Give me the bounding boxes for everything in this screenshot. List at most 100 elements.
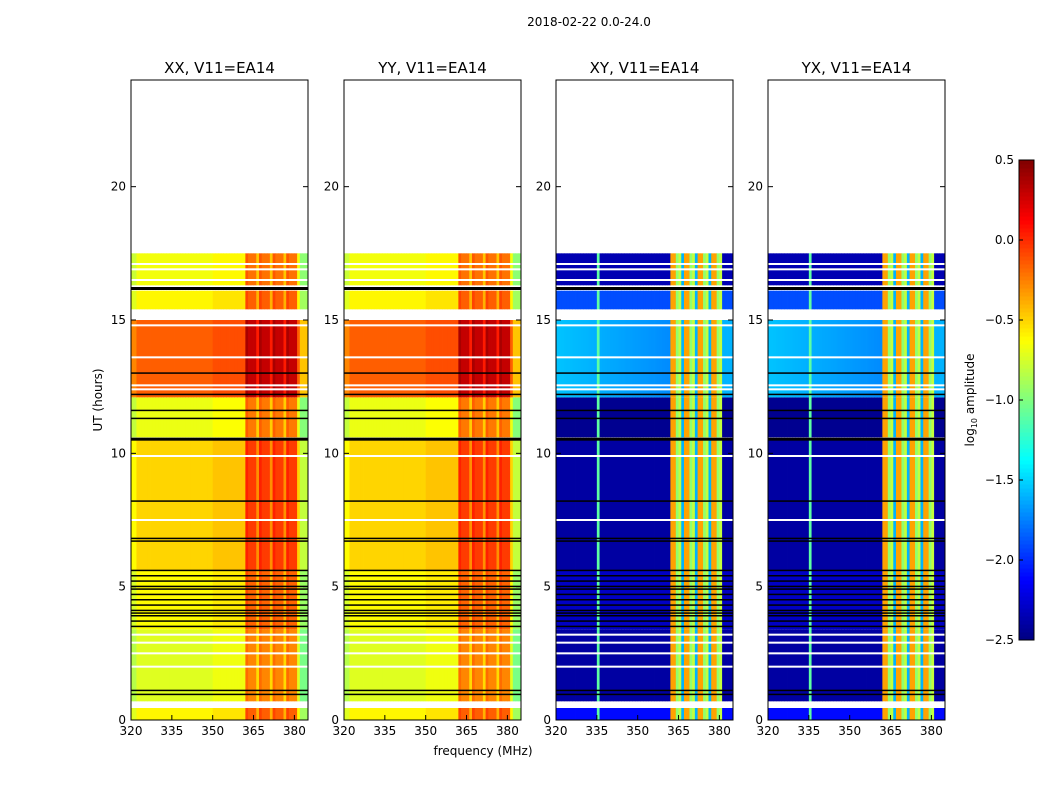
heatmap-cell: [436, 440, 440, 571]
heatmap-cell: [431, 320, 435, 398]
heatmap-cell: [376, 397, 380, 438]
heatmap-cell: [594, 320, 598, 398]
heatmap-cell: [406, 708, 410, 720]
heatmap-cell: [283, 397, 287, 438]
heatmap-cell: [719, 629, 723, 702]
heatmap-cell: [640, 397, 644, 438]
flagged-row-white: [556, 388, 733, 391]
heatmap-cell: [305, 290, 309, 310]
heatmap-cell: [177, 397, 181, 438]
heatmap-cell: [656, 708, 660, 720]
heatmap-cell: [871, 397, 875, 438]
heatmap-cell: [439, 290, 443, 310]
heatmap-cell: [855, 397, 859, 438]
heatmap-cell: [373, 629, 378, 702]
heatmap-cell: [637, 397, 641, 438]
heatmap-cell: [452, 320, 457, 398]
heatmap-cell: [360, 397, 364, 438]
heatmap-cell: [939, 397, 943, 438]
heatmap-cell: [795, 440, 799, 571]
heatmap-cell: [193, 440, 197, 571]
heatmap-cell: [409, 708, 413, 720]
heatmap-cell: [387, 629, 391, 702]
heatmap-cell: [613, 397, 617, 438]
heatmap-cell: [664, 440, 669, 571]
heatmap-cell: [909, 320, 913, 398]
heatmap-cell: [253, 320, 257, 398]
heatmap-cell: [163, 397, 167, 438]
heatmap-cell: [662, 320, 666, 398]
heatmap-cell: [425, 397, 429, 438]
heatmap-cell: [518, 397, 522, 438]
flagged-row-white: [131, 384, 308, 387]
heatmap-cell: [193, 397, 197, 438]
heatmap-cell: [931, 708, 935, 720]
colorbar-swatch: [1019, 564, 1034, 569]
flagged-row-white: [556, 519, 733, 521]
heatmap-cell: [711, 440, 715, 571]
heatmap-cell: [360, 320, 364, 398]
heatmap-cell: [382, 290, 386, 310]
flagged-row-black: [768, 500, 945, 502]
heatmap-cell: [215, 290, 219, 310]
heatmap-cell: [838, 290, 842, 310]
flagged-row-black: [556, 537, 733, 540]
heatmap-cell: [605, 629, 609, 702]
heatmap-cell: [645, 708, 649, 720]
heatmap-cell: [395, 397, 399, 438]
heatmap-cell: [496, 397, 500, 438]
heatmap-cell: [915, 290, 919, 310]
heatmap-cell: [496, 440, 500, 571]
heatmap-cell: [512, 290, 516, 310]
colorbar-swatch: [1019, 196, 1034, 201]
heatmap-cell: [615, 290, 620, 310]
heatmap-cell: [656, 629, 660, 702]
heatmap-cell: [507, 320, 511, 398]
heatmap-cell: [160, 440, 165, 571]
heatmap-cell: [722, 290, 726, 310]
heatmap-cell: [844, 290, 848, 310]
heatmap-cell: [803, 290, 807, 310]
heatmap-cell: [564, 397, 568, 438]
heatmap-cell: [352, 629, 356, 702]
heatmap-cell: [692, 290, 696, 310]
heatmap-cell: [716, 708, 720, 720]
heatmap-cell: [670, 440, 674, 571]
heatmap-cell: [594, 397, 598, 438]
flagged-row-black: [344, 575, 521, 577]
heatmap-cell: [580, 629, 584, 702]
heatmap-cell: [806, 440, 810, 571]
heatmap-cell: [261, 290, 265, 310]
heatmap-cell: [711, 629, 715, 702]
heatmap-cell: [493, 708, 497, 720]
colorbar-swatch: [1019, 276, 1034, 281]
heatmap-cell: [278, 708, 282, 720]
heatmap-cell: [466, 440, 470, 571]
heatmap-cell: [585, 708, 590, 720]
heatmap-cell: [171, 629, 175, 702]
colorbar-swatch: [1019, 292, 1034, 297]
heatmap-cell: [841, 629, 845, 702]
colorbar-swatch: [1019, 304, 1034, 309]
heatmap-cell: [390, 440, 394, 571]
heatmap-cell: [923, 397, 927, 438]
flagged-row-black: [556, 612, 733, 614]
heatmap-cell: [412, 397, 416, 438]
flagged-row-white: [768, 384, 945, 387]
heatmap-cell: [272, 629, 276, 702]
heatmap-cell: [488, 320, 492, 398]
heatmap-cell: [827, 397, 832, 438]
heatmap-cell: [283, 440, 287, 571]
heatmap-cell: [231, 290, 235, 310]
heatmap-cell: [501, 397, 506, 438]
heatmap-cell: [433, 320, 437, 398]
x-tick-label: 335: [585, 724, 608, 738]
heatmap-cell: [629, 290, 633, 310]
heatmap-cell: [852, 290, 856, 310]
flagged-row-white: [556, 324, 733, 327]
heatmap-cell: [572, 320, 576, 398]
heatmap-cell: [618, 708, 622, 720]
heatmap-cell: [852, 440, 856, 571]
flagged-row-white: [768, 665, 945, 668]
heatmap-cell: [624, 440, 628, 571]
